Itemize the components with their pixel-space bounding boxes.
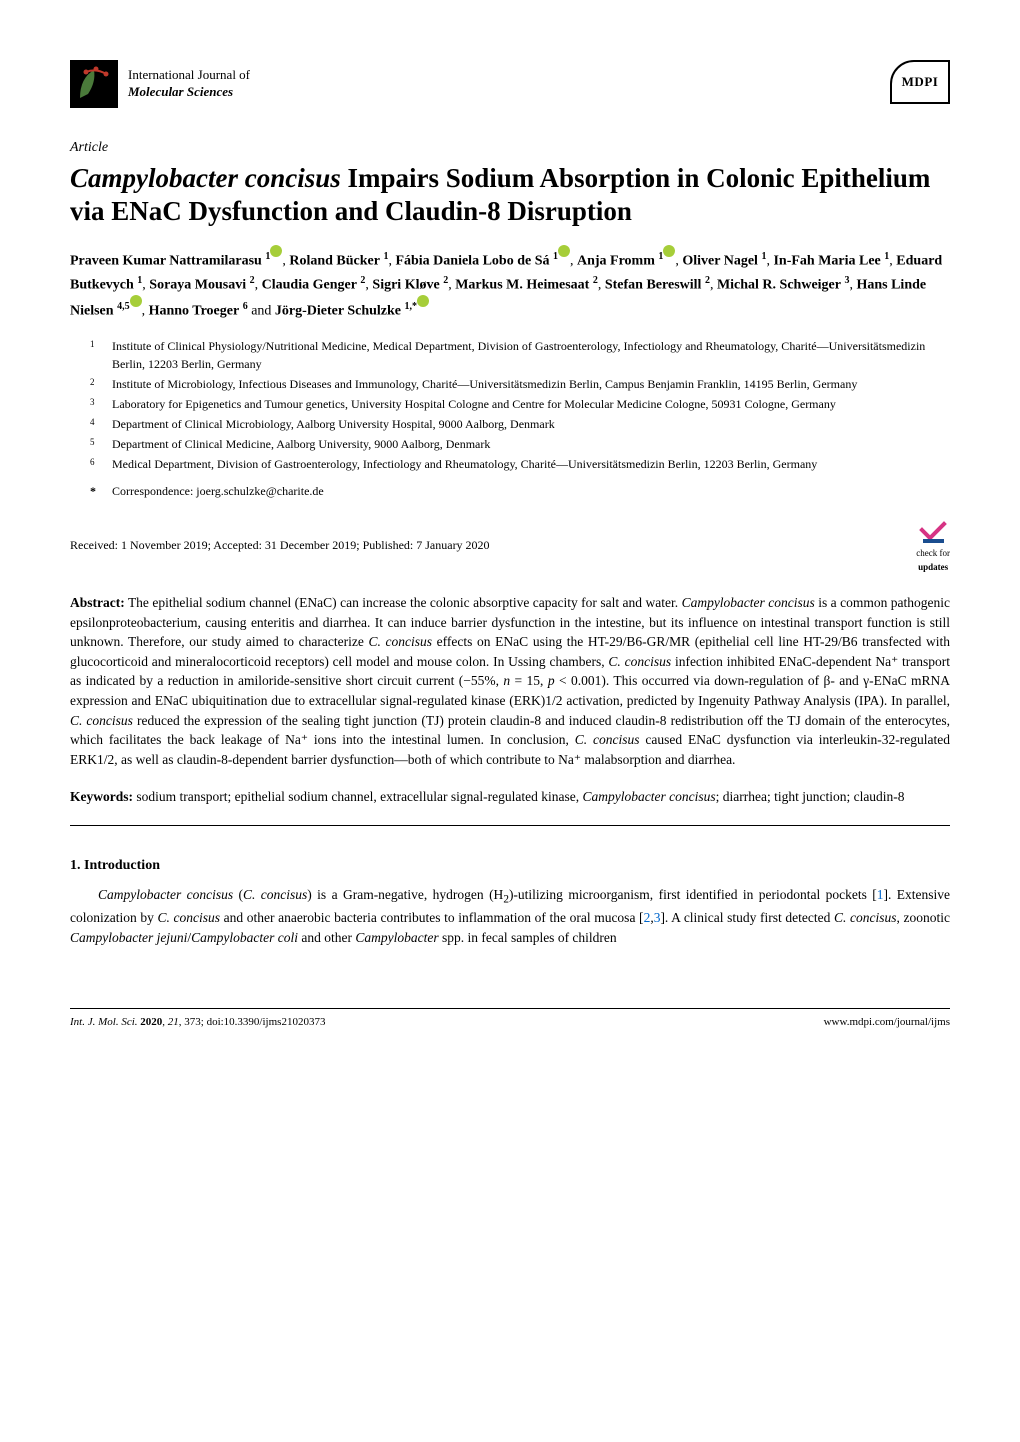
affiliation-item: 1Institute of Clinical Physiology/Nutrit…	[90, 337, 950, 373]
affiliation-item: 5Department of Clinical Medicine, Aalbor…	[90, 435, 950, 453]
dates-row: Received: 1 November 2019; Accepted: 31 …	[70, 518, 950, 573]
correspondence: * Correspondence: joerg.schulzke@charite…	[90, 483, 950, 500]
mdpi-logo: MDPI	[890, 60, 950, 104]
article-title: Campylobacter concisus Impairs Sodium Ab…	[70, 162, 950, 230]
affiliation-item: 3Laboratory for Epigenetics and Tumour g…	[90, 395, 950, 413]
check-updates-icon	[919, 518, 947, 546]
abstract: Abstract: The epithelial sodium channel …	[70, 593, 950, 769]
abstract-text: The epithelial sodium channel (ENaC) can…	[70, 595, 950, 767]
orcid-icon	[130, 295, 142, 307]
orcid-icon	[270, 245, 282, 257]
keywords: Keywords: sodium transport; epithelial s…	[70, 787, 950, 807]
correspondence-text: Correspondence: joerg.schulzke@charite.d…	[112, 483, 324, 500]
affiliation-item: 6Medical Department, Division of Gastroe…	[90, 455, 950, 473]
footer-right: www.mdpi.com/journal/ijms	[824, 1015, 950, 1030]
journal-name: International Journal of Molecular Scien…	[128, 67, 250, 101]
orcid-icon	[417, 295, 429, 307]
footer-row: Int. J. Mol. Sci. 2020, 21, 373; doi:10.…	[70, 1008, 950, 1030]
journal-logo: International Journal of Molecular Scien…	[70, 60, 250, 108]
orcid-icon	[558, 245, 570, 257]
keywords-text: sodium transport; epithelial sodium chan…	[133, 789, 905, 804]
journal-icon	[70, 60, 118, 108]
orcid-icon	[663, 245, 675, 257]
affiliation-item: 4Department of Clinical Microbiology, Aa…	[90, 415, 950, 433]
section-heading: 1. Introduction	[70, 856, 950, 876]
affiliations-list: 1Institute of Clinical Physiology/Nutrit…	[90, 337, 950, 473]
article-type: Article	[70, 138, 950, 158]
abstract-label: Abstract:	[70, 595, 125, 610]
header-row: International Journal of Molecular Scien…	[70, 60, 950, 108]
intro-paragraph: Campylobacter concisus (C. concisus) is …	[70, 885, 950, 947]
check-updates-badge[interactable]: check for updates	[916, 518, 950, 573]
correspondence-star: *	[90, 483, 98, 500]
dates-text: Received: 1 November 2019; Accepted: 31 …	[70, 537, 490, 554]
check-updates-line2: updates	[918, 561, 948, 574]
footer-left: Int. J. Mol. Sci. 2020, 21, 373; doi:10.…	[70, 1015, 325, 1030]
title-species: Campylobacter concisus	[70, 163, 341, 193]
check-updates-line1: check for	[916, 547, 950, 560]
journal-line1: International Journal of	[128, 67, 250, 84]
journal-line2: Molecular Sciences	[128, 84, 250, 101]
keywords-label: Keywords:	[70, 789, 133, 804]
publisher-name: MDPI	[902, 73, 939, 91]
affiliation-item: 2Institute of Microbiology, Infectious D…	[90, 375, 950, 393]
section-divider	[70, 825, 950, 826]
authors-list: Praveen Kumar Nattramilarasu 1, Roland B…	[70, 247, 950, 323]
